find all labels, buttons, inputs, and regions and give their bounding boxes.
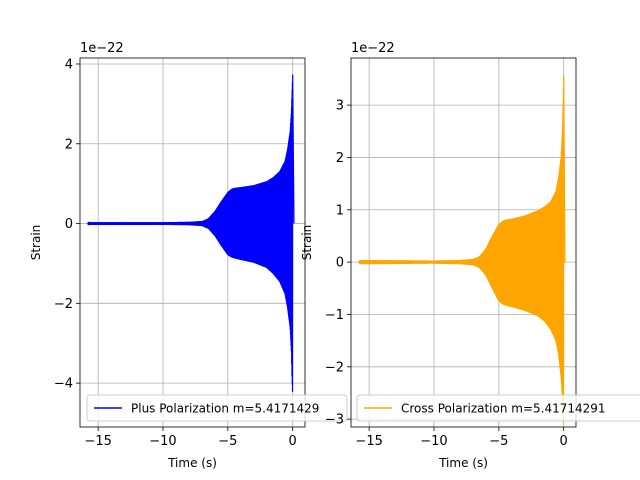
y-tick-label: 0 bbox=[65, 217, 73, 232]
y-tick-label: 2 bbox=[336, 151, 344, 166]
x-axis-label: Time (s) bbox=[167, 456, 217, 470]
legend-box bbox=[86, 394, 348, 422]
y-tick-label: 2 bbox=[65, 137, 73, 152]
y-axis-label: Strain bbox=[300, 225, 314, 261]
x-tick-label: −5 bbox=[489, 434, 508, 449]
y-axis-label: Strain bbox=[29, 225, 43, 261]
y-offset-text: 1e−22 bbox=[80, 41, 124, 56]
y-tick-label: 4 bbox=[65, 57, 73, 72]
y-tick-label: 3 bbox=[336, 99, 344, 114]
axes-frame bbox=[79, 57, 306, 428]
x-tick-label: −5 bbox=[218, 434, 237, 449]
legend: Cross Polarization m=5.41714291 bbox=[356, 394, 640, 422]
y-tick-label: −4 bbox=[54, 377, 73, 392]
series-start-marker bbox=[358, 260, 362, 264]
x-tick-label: −10 bbox=[420, 434, 447, 449]
series-start-marker bbox=[87, 221, 91, 226]
legend: Plus Polarization m=5.4171429 bbox=[86, 394, 348, 422]
y-offset-text: 1e−22 bbox=[351, 41, 395, 56]
y-tick-label: −3 bbox=[325, 413, 344, 428]
y-tick-label: 0 bbox=[336, 256, 344, 271]
y-tick-label: −2 bbox=[54, 297, 73, 312]
legend-label: Plus Polarization m=5.4171429 bbox=[131, 402, 319, 416]
x-tick-label: −15 bbox=[355, 434, 382, 449]
x-tick-label: −15 bbox=[84, 434, 111, 449]
plus-polarization-series bbox=[87, 74, 295, 393]
tick-marks: −15 −10 −5 0 −4 −2 0 2 4 bbox=[54, 57, 297, 449]
legend-label: Cross Polarization m=5.41714291 bbox=[401, 402, 606, 416]
series-line bbox=[359, 75, 566, 424]
y-tick-label: −2 bbox=[325, 360, 344, 375]
x-tick-label: 0 bbox=[560, 434, 568, 449]
cross-polarization-series bbox=[358, 75, 566, 424]
x-tick-label: −10 bbox=[149, 434, 176, 449]
series-line bbox=[88, 74, 295, 393]
legend-box bbox=[356, 394, 640, 422]
x-tick-label: 0 bbox=[289, 434, 297, 449]
y-tick-label: 1 bbox=[336, 203, 344, 218]
axes-frame bbox=[350, 57, 577, 428]
x-axis-label: Time (s) bbox=[438, 456, 488, 470]
y-tick-label: −1 bbox=[325, 308, 344, 323]
